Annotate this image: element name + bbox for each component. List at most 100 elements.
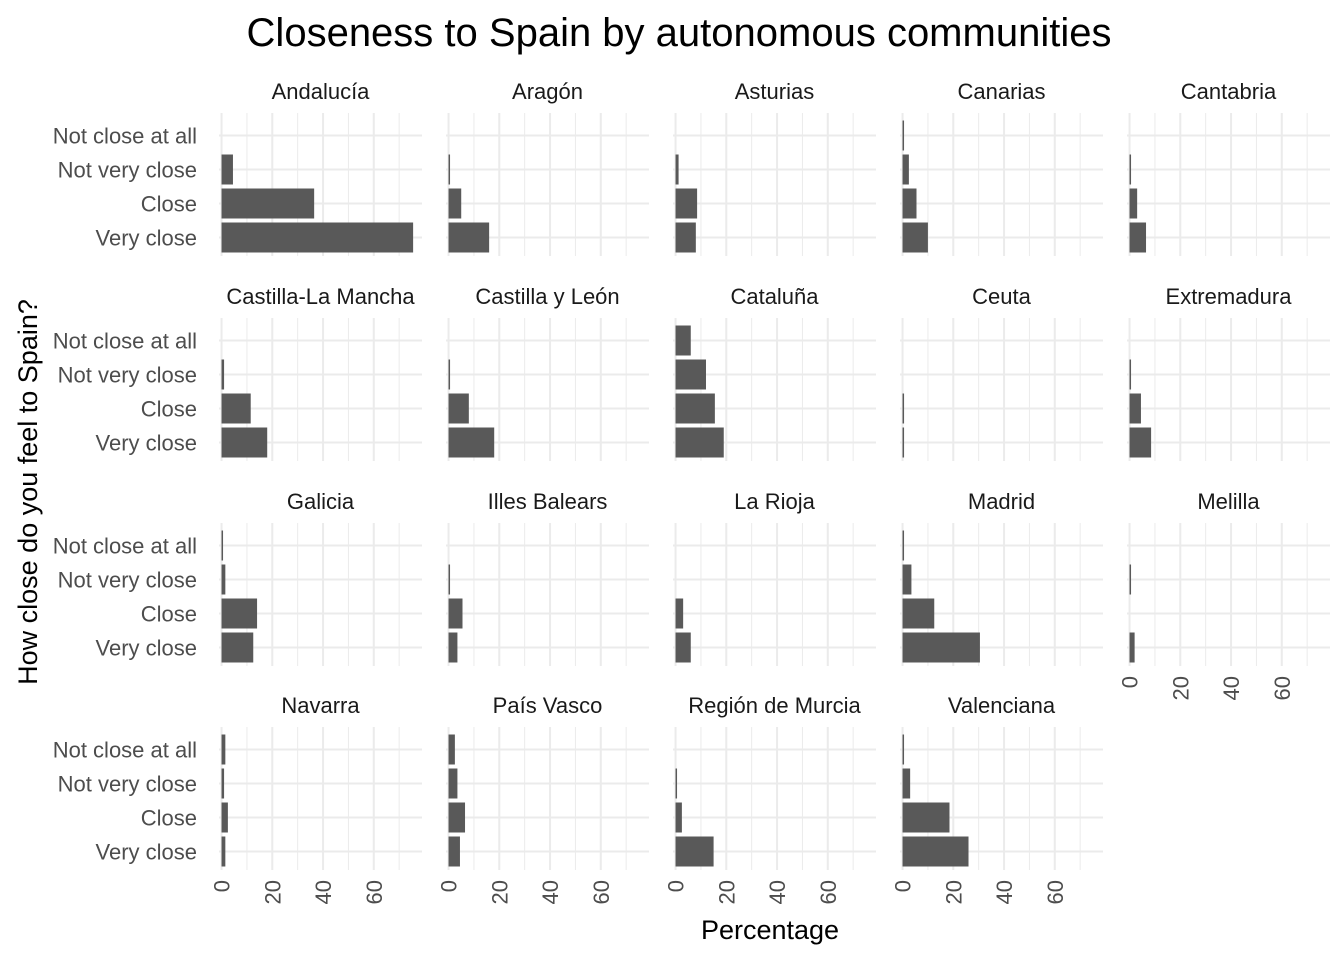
y-tick-label: Close bbox=[141, 806, 197, 831]
bar bbox=[221, 768, 225, 799]
bar bbox=[221, 530, 224, 561]
x-tick-label: 0 bbox=[1118, 676, 1143, 688]
y-tick-label: Very close bbox=[96, 636, 198, 661]
panel-pa-s-vasco: País Vasco 0 20 40 60 bbox=[437, 693, 649, 904]
bar bbox=[1129, 393, 1141, 424]
y-tick-label: Close bbox=[141, 192, 197, 217]
facet-label: Región de Murcia bbox=[688, 693, 861, 718]
panel-ceuta: Ceuta bbox=[900, 284, 1103, 461]
bar bbox=[675, 802, 682, 833]
bar bbox=[448, 802, 466, 833]
facet-label: Illes Balears bbox=[488, 489, 608, 514]
x-tick-label: 20 bbox=[714, 880, 739, 904]
bar bbox=[675, 188, 698, 219]
bar bbox=[448, 564, 451, 595]
bar bbox=[902, 564, 912, 595]
bar bbox=[221, 154, 233, 185]
bar bbox=[221, 802, 228, 833]
y-tick-label: Very close bbox=[96, 431, 198, 456]
facet-label: Madrid bbox=[968, 489, 1035, 514]
bar bbox=[448, 188, 462, 219]
bar bbox=[448, 836, 460, 867]
bar bbox=[902, 427, 905, 458]
x-tick-label: 60 bbox=[816, 880, 841, 904]
y-tick-label: Very close bbox=[96, 226, 198, 251]
y-tick-label: Not very close bbox=[58, 568, 197, 593]
x-tick-label: 60 bbox=[589, 880, 614, 904]
y-tick-label: Very close bbox=[96, 840, 198, 865]
x-tick-label: 20 bbox=[1168, 676, 1193, 700]
facet-label: Aragón bbox=[512, 79, 583, 104]
y-tick-label: Not very close bbox=[58, 363, 197, 388]
bar bbox=[448, 393, 469, 424]
y-tick-label: Not very close bbox=[58, 772, 197, 797]
bar bbox=[1129, 632, 1135, 663]
bar bbox=[902, 120, 905, 151]
bar bbox=[902, 598, 935, 629]
bar bbox=[902, 836, 969, 867]
panel-navarra: Navarra Not close at all Not very close Clo… bbox=[53, 693, 422, 904]
panel-regi-n-de-murcia: Región de Murcia 0 20 40 60 bbox=[664, 693, 876, 904]
x-axis-title: Percentage bbox=[701, 915, 839, 945]
panel-valenciana: Valenciana 0 20 40 60 bbox=[891, 693, 1103, 904]
bar bbox=[675, 154, 679, 185]
panel-extremadura: Extremadura bbox=[1127, 284, 1330, 461]
x-tick-label: 40 bbox=[538, 880, 563, 904]
facet-label: Navarra bbox=[281, 693, 360, 718]
bar bbox=[448, 598, 463, 629]
facet-label: Valenciana bbox=[948, 693, 1056, 718]
panel-galicia: Galicia Not close at all Not very close Clo… bbox=[53, 489, 422, 666]
bar bbox=[1129, 359, 1132, 390]
bar bbox=[1129, 188, 1138, 219]
bar bbox=[675, 768, 678, 799]
bar bbox=[448, 768, 458, 799]
panel-madrid: Madrid bbox=[900, 489, 1103, 666]
facet-label: Castilla-La Mancha bbox=[226, 284, 415, 309]
y-tick-label: Not close at all bbox=[53, 534, 197, 559]
facet-label: Ceuta bbox=[972, 284, 1031, 309]
facet-label: Andalucía bbox=[272, 79, 371, 104]
bar bbox=[1129, 222, 1147, 253]
bar bbox=[221, 632, 254, 663]
x-tick-label: 40 bbox=[311, 880, 336, 904]
facet-label: Cataluña bbox=[730, 284, 819, 309]
bar bbox=[221, 188, 315, 219]
bar bbox=[1129, 154, 1132, 185]
y-tick-label: Not close at all bbox=[53, 329, 197, 354]
bar bbox=[221, 393, 251, 424]
x-tick-label: 20 bbox=[487, 880, 512, 904]
bar bbox=[902, 768, 911, 799]
bar bbox=[675, 598, 684, 629]
bar bbox=[448, 632, 458, 663]
bar bbox=[448, 222, 490, 253]
bar bbox=[902, 188, 917, 219]
bar bbox=[221, 359, 225, 390]
y-tick-label: Not close at all bbox=[53, 124, 197, 149]
bar bbox=[221, 427, 268, 458]
x-tick-label: 20 bbox=[941, 880, 966, 904]
y-tick-label: Not close at all bbox=[53, 738, 197, 763]
bar bbox=[902, 802, 950, 833]
bar bbox=[1129, 564, 1132, 595]
bar bbox=[675, 359, 706, 390]
x-tick-label: 60 bbox=[362, 880, 387, 904]
facet-label: Canarias bbox=[957, 79, 1045, 104]
bar bbox=[902, 393, 905, 424]
panel-castilla-y-le-n: Castilla y León bbox=[446, 284, 649, 461]
bar bbox=[902, 154, 909, 185]
bar bbox=[448, 359, 451, 390]
y-axis-title: How close do you feel to Spain? bbox=[13, 299, 43, 685]
bar bbox=[675, 427, 724, 458]
bar bbox=[1129, 427, 1152, 458]
bar bbox=[448, 427, 495, 458]
bar bbox=[675, 393, 715, 424]
y-tick-label: Not very close bbox=[58, 158, 197, 183]
facet-label: Cantabria bbox=[1181, 79, 1277, 104]
bar bbox=[221, 598, 258, 629]
facet-label: Galicia bbox=[287, 489, 355, 514]
facet-label: Castilla y León bbox=[475, 284, 619, 309]
bar bbox=[448, 154, 451, 185]
panel-asturias: Asturias bbox=[673, 79, 876, 256]
facet-label: País Vasco bbox=[493, 693, 603, 718]
panel-illes-balears: Illes Balears bbox=[446, 489, 649, 666]
